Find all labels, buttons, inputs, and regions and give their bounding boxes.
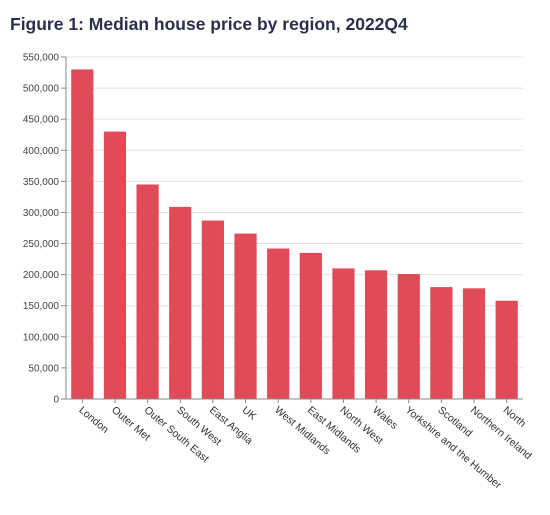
y-tick-label: 0 bbox=[53, 395, 59, 406]
bar bbox=[234, 233, 257, 399]
bar bbox=[71, 69, 94, 399]
y-tick-label: 450,000 bbox=[23, 115, 60, 126]
x-tick-label: UK bbox=[240, 404, 259, 423]
bar bbox=[169, 206, 192, 399]
chart-title: Figure 1: Median house price by region, … bbox=[10, 14, 408, 34]
bar bbox=[299, 252, 322, 399]
x-tick-label: North bbox=[501, 404, 529, 430]
bar bbox=[430, 287, 453, 399]
x-tick-label: London bbox=[76, 404, 111, 436]
y-tick-label: 150,000 bbox=[23, 301, 60, 312]
bar bbox=[332, 268, 355, 399]
bars bbox=[71, 69, 518, 400]
bar bbox=[495, 300, 518, 399]
bar bbox=[267, 248, 290, 399]
y-tick-label: 50,000 bbox=[28, 363, 59, 374]
bar bbox=[397, 274, 420, 399]
y-tick-label: 250,000 bbox=[23, 239, 60, 250]
y-tick-label: 500,000 bbox=[23, 84, 60, 95]
bar bbox=[365, 270, 388, 399]
y-tick-label: 550,000 bbox=[23, 53, 60, 64]
bar bbox=[136, 184, 159, 399]
y-tick-label: 400,000 bbox=[23, 146, 60, 157]
bar bbox=[201, 220, 224, 399]
gridlines bbox=[66, 56, 523, 369]
y-tick-label: 300,000 bbox=[23, 208, 60, 219]
bar bbox=[103, 131, 127, 400]
y-tick-label: 350,000 bbox=[23, 177, 60, 188]
y-tick-label: 200,000 bbox=[23, 270, 60, 281]
y-tick-label: 100,000 bbox=[23, 332, 60, 343]
bar bbox=[462, 288, 486, 399]
y-axis: 0 50,000 100,000 150,000 200,000 250,000 300,0… bbox=[23, 53, 67, 406]
